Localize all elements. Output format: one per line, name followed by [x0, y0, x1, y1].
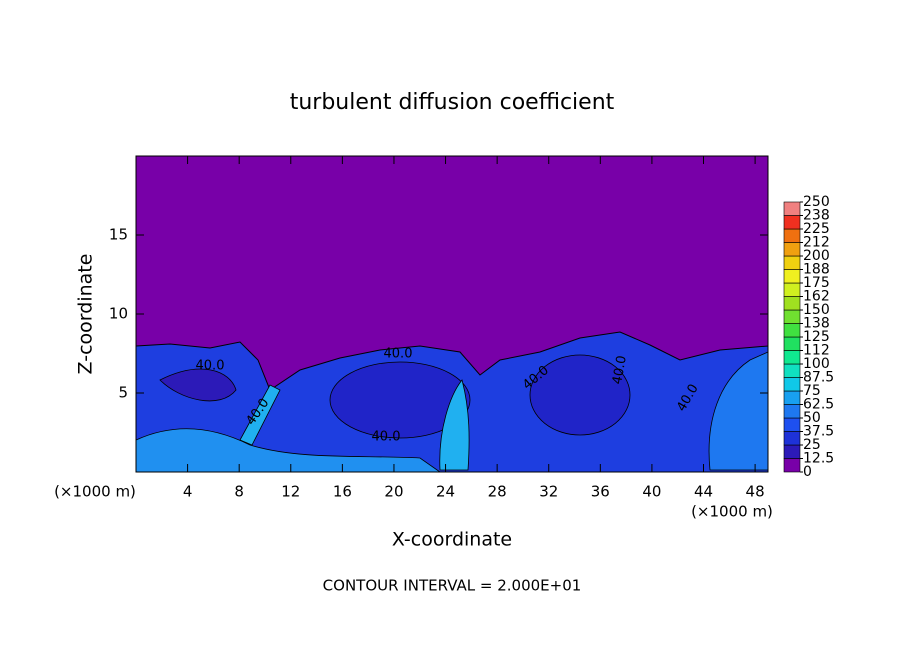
colorbar-box	[783, 431, 801, 446]
colorbar-box	[783, 363, 801, 378]
colorbar-label: 62.5	[803, 397, 834, 413]
x-tick-label: 48	[746, 483, 765, 501]
y-axis-label: Z-coordinate	[75, 254, 97, 375]
colorbar-box	[783, 228, 801, 243]
colorbar-label: 138	[803, 316, 830, 332]
axes	[136, 156, 768, 472]
contour-label: 40.0	[372, 430, 401, 445]
x-axis-label: X-coordinate	[392, 529, 512, 551]
contour-label: 40.0	[196, 359, 225, 374]
colorbar-box	[783, 201, 801, 216]
colorbar-label: 212	[803, 235, 830, 251]
field-region	[439, 379, 470, 471]
colorbar-label: 200	[803, 248, 830, 264]
colorbar-box	[783, 269, 801, 284]
field-region	[529, 354, 631, 436]
x-tick-label: 44	[694, 483, 713, 501]
colorbar-label: 175	[803, 275, 830, 291]
x-tick-label: 20	[384, 483, 403, 501]
colorbar-box	[783, 215, 801, 230]
colorbar-label: 75	[803, 383, 821, 399]
field-region	[329, 361, 471, 439]
field-region	[239, 384, 281, 446]
colorbar-label: 112	[803, 343, 830, 359]
colorbar-label: 225	[803, 221, 830, 237]
colorbar-label: 37.5	[803, 424, 834, 440]
colorbar-box	[783, 242, 801, 257]
colorbar-box	[783, 444, 801, 459]
contour-label: 40.0	[610, 354, 630, 385]
x-unit: (×1000 m)	[691, 503, 773, 521]
x-tick-label: 36	[591, 483, 610, 501]
y-tick-label: 10	[109, 305, 128, 323]
y-tick-label: 5	[118, 384, 128, 402]
colorbar-label: 125	[803, 329, 830, 345]
colorbar-label: 150	[803, 302, 830, 318]
colorbar-box	[783, 282, 801, 297]
colorbar-box	[783, 255, 801, 270]
colorbar-box	[783, 336, 801, 351]
colorbar-label: 25	[803, 437, 821, 453]
colorbar-box	[783, 296, 801, 311]
colorbar-box	[783, 390, 801, 405]
colorbar-label: 162	[803, 289, 830, 305]
x-tick-label: 16	[333, 483, 352, 501]
x-tick-label: 32	[539, 483, 558, 501]
y-tick-label: 15	[109, 226, 128, 244]
colorbar-label: 250	[803, 194, 830, 210]
colorbar-box	[783, 458, 801, 473]
contour-label: 40.0	[384, 347, 413, 362]
x-unit: (×1000 m)	[54, 483, 136, 501]
field	[135, 156, 769, 473]
colorbar-box	[783, 309, 801, 324]
colorbar-box	[783, 350, 801, 365]
colorbar-box	[783, 404, 801, 419]
field-region	[708, 351, 769, 471]
x-tick-label: 28	[488, 483, 507, 501]
colorbar-label: 0	[803, 464, 812, 480]
footnote: CONTOUR INTERVAL = 2.000E+01	[323, 577, 582, 595]
x-tick-label: 40	[642, 483, 661, 501]
field-region	[135, 428, 442, 473]
colorbar-label: 238	[803, 208, 830, 224]
x-tick-label: 8	[234, 483, 244, 501]
colorbar-box	[783, 377, 801, 392]
x-tick-label: 24	[436, 483, 455, 501]
chart-title: turbulent diffusion coefficient	[290, 90, 615, 115]
x-tick-label: 4	[183, 483, 193, 501]
colorbar-label: 188	[803, 262, 830, 278]
colorbar-label: 87.5	[803, 370, 834, 386]
field-region	[159, 368, 237, 402]
colorbar-label: 12.5	[803, 451, 834, 467]
colorbar-label: 50	[803, 410, 821, 426]
colorbar-box	[783, 417, 801, 432]
colorbar-label: 100	[803, 356, 830, 372]
x-tick-label: 12	[281, 483, 300, 501]
colorbar-box	[783, 323, 801, 338]
